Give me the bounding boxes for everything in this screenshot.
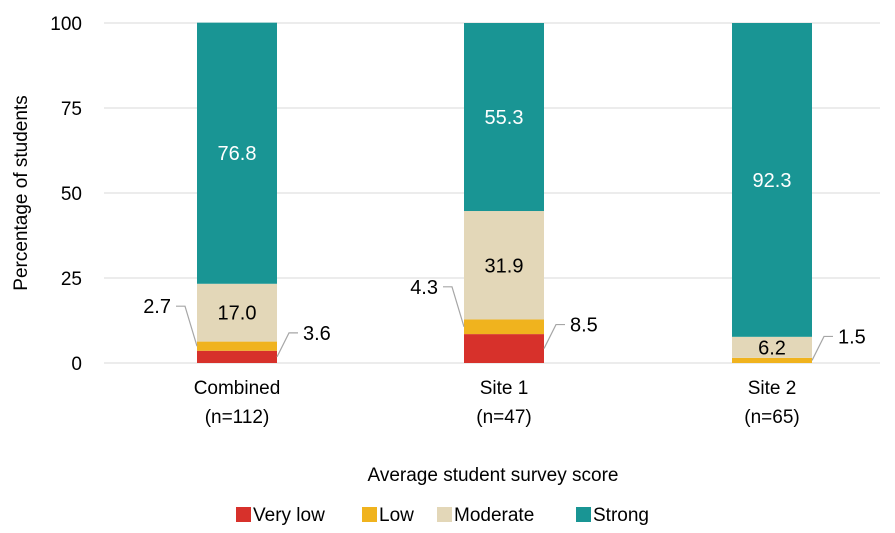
legend-item: Very low [236, 505, 325, 526]
callout-line [176, 305, 198, 347]
legend-swatch [576, 507, 591, 522]
y-tick-label: 0 [71, 354, 82, 375]
data-label: 55.3 [485, 107, 524, 129]
callout-line [276, 332, 298, 358]
y-tick-label: 75 [61, 99, 82, 120]
y-tick-label: 100 [50, 14, 82, 35]
x-tick-label-sub: (n=112) [205, 407, 270, 428]
data-label: 8.5 [570, 315, 598, 337]
callouts [176, 286, 833, 361]
y-tick-label: 50 [61, 184, 82, 205]
data-label: 3.6 [303, 323, 331, 345]
y-tick-label: 25 [61, 269, 82, 290]
bar-segment [197, 350, 277, 363]
bars [197, 22, 812, 363]
bar-segment [464, 334, 544, 363]
data-label: 31.9 [485, 255, 524, 277]
bar-segment [464, 319, 544, 335]
y-axis-title: Percentage of students [11, 95, 32, 290]
y-axis-ticks: 0 25 50 75 100 [50, 14, 82, 375]
legend-item: Low [362, 505, 414, 526]
x-tick-label-sub: (n=65) [744, 407, 799, 428]
data-label: 6.2 [758, 337, 786, 359]
callout-line [443, 286, 465, 327]
data-label: 1.5 [838, 326, 866, 348]
callout-line [543, 323, 565, 349]
x-tick-label: Combined [194, 378, 281, 399]
legend-swatch [362, 507, 377, 522]
legend-item: Strong [576, 505, 649, 526]
x-tick-label: Site 1 [480, 378, 529, 399]
bar-segment [732, 357, 812, 363]
data-label: 2.7 [143, 296, 171, 318]
legend-label: Low [379, 505, 414, 526]
legend-label: Strong [593, 505, 649, 526]
data-label: 76.8 [218, 143, 257, 165]
legend-swatch [437, 507, 452, 522]
legend-item: Moderate [437, 505, 534, 526]
callout-line [811, 335, 833, 361]
x-tick-label-sub: (n=47) [476, 407, 531, 428]
legend: Very low Low Moderate Strong [236, 505, 649, 526]
legend-label: Very low [253, 505, 325, 526]
legend-label: Moderate [454, 505, 534, 526]
bar-segment [464, 211, 544, 320]
bar-segment [732, 336, 812, 358]
data-label: 17.0 [218, 303, 257, 325]
bar-segment [197, 283, 277, 342]
x-tick-label: Site 2 [748, 378, 797, 399]
x-axis-categories: Combined (n=112) Site 1 (n=47) Site 2 (n=65) [194, 378, 800, 428]
legend-swatch [236, 507, 251, 522]
bar-segment [197, 341, 277, 351]
x-axis-title: Average student survey score [367, 465, 618, 486]
bar-segment [464, 23, 544, 212]
bar-segment [197, 22, 277, 284]
data-label: 92.3 [753, 170, 792, 192]
data-labels: 3.6 2.7 17.0 76.8 8.5 4.3 31.9 55.3 1.5 6.2 92.3 [143, 107, 866, 359]
bar-segment [732, 23, 812, 337]
data-label: 4.3 [410, 277, 438, 299]
